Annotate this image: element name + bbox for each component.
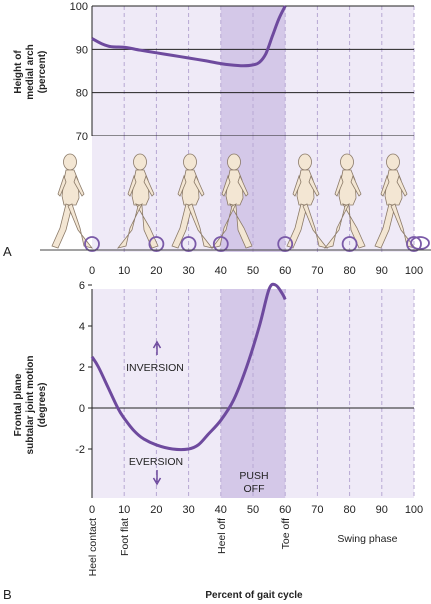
panel-a-grid bbox=[91, 5, 415, 137]
middle-xtick-label: 40 bbox=[215, 265, 227, 277]
panel-a-chart: 100 90 80 70 Height of medial arch (percent… bbox=[13, 1, 415, 143]
middle-xtick-label: 10 bbox=[118, 265, 130, 277]
event-label: Foot flat bbox=[119, 518, 131, 556]
push-off-label-line1: PUSH bbox=[239, 470, 268, 482]
panel-b-xtick-label: 90 bbox=[376, 504, 388, 516]
push-off-label-line2: OFF bbox=[244, 483, 265, 495]
panel-label-a: A bbox=[3, 244, 12, 259]
walking-figure bbox=[51, 153, 94, 249]
panel-b-ytick-label: 4 bbox=[79, 321, 85, 333]
middle-x-ticks: 0 10 20 30 40 50 60 70 80 90 100 bbox=[89, 265, 423, 277]
middle-xtick-label: 90 bbox=[376, 265, 388, 277]
walking-figure bbox=[116, 153, 159, 249]
foot-contact-marker bbox=[406, 236, 422, 252]
panel-b-ylabel-line3: (degrees) bbox=[37, 382, 48, 427]
panel-b-push-off-band bbox=[220, 289, 286, 498]
panel-a-ytick-label: 90 bbox=[76, 44, 88, 56]
middle-xtick-label: 30 bbox=[182, 265, 194, 277]
panel-b-grid bbox=[88, 284, 415, 498]
panel-a-ylabel-line2: medial arch bbox=[25, 44, 36, 100]
panel-a-ylabel-line1: Height of bbox=[13, 50, 24, 94]
foot-contact-marker bbox=[212, 236, 229, 252]
subtalar-motion-curve bbox=[90, 282, 287, 452]
panel-b-ylabel-line1: Frontal plane bbox=[13, 373, 24, 436]
event-label: Toe off bbox=[280, 518, 292, 549]
panel-a-ytick-label: 70 bbox=[76, 131, 88, 143]
panel-b-xtick-label: 100 bbox=[405, 504, 423, 516]
panel-b-ytick-label: -2 bbox=[75, 444, 85, 456]
walking-figure bbox=[323, 153, 366, 249]
x-axis-label: Percent of gait cycle bbox=[205, 590, 303, 601]
foot-contact-marker bbox=[180, 236, 197, 252]
walking-figure bbox=[286, 153, 329, 249]
walking-strip: 0 10 20 30 40 50 60 70 80 90 100 A bbox=[3, 136, 431, 277]
panel-a-ylabel-line3: (percent) bbox=[37, 51, 48, 94]
panel-a-ytick-label: 80 bbox=[76, 88, 88, 100]
middle-xtick-label: 0 bbox=[89, 265, 95, 277]
inversion-arrow-icon bbox=[152, 340, 162, 355]
panel-label-b: B bbox=[3, 587, 12, 602]
panel-a-ytick-label: 100 bbox=[70, 1, 88, 13]
panel-b-y-ticks: 6 4 2 0 -2 bbox=[75, 280, 85, 456]
event-label: Heel off bbox=[216, 518, 228, 554]
event-label: Heel contact bbox=[87, 518, 99, 576]
panel-b-xtick-label: 60 bbox=[279, 504, 291, 516]
panel-b-xtick-label: 40 bbox=[215, 504, 227, 516]
panel-b-xtick-label: 50 bbox=[247, 504, 259, 516]
foot-contact-marker bbox=[341, 236, 358, 252]
panel-b-xtick-label: 80 bbox=[343, 504, 355, 516]
middle-xtick-label: 20 bbox=[150, 265, 162, 277]
panel-b-x-ticks: 0 10 20 30 40 50 60 70 80 90 100 bbox=[89, 504, 423, 516]
panel-a-y-ticks: 100 90 80 70 bbox=[70, 1, 88, 143]
foot-contact-marker bbox=[148, 236, 165, 252]
panel-b-ylabel-line2: subtalar joint motion bbox=[25, 356, 36, 455]
walking-figure bbox=[374, 153, 417, 249]
arch-height-curve bbox=[91, 5, 287, 68]
eversion-arrow-icon bbox=[152, 470, 162, 486]
eversion-label: EVERSION bbox=[129, 456, 183, 468]
panel-b-xtick-label: 0 bbox=[89, 504, 95, 516]
panel-b-ytick-label: 2 bbox=[79, 362, 85, 374]
middle-xtick-label: 80 bbox=[343, 265, 355, 277]
inversion-label: INVERSION bbox=[126, 362, 184, 374]
panel-b-xtick-label: 10 bbox=[118, 504, 130, 516]
foot-contact-marker bbox=[84, 236, 100, 252]
panel-b-xtick-label: 20 bbox=[150, 504, 162, 516]
panel-b-xtick-label: 30 bbox=[182, 504, 194, 516]
foot-contact-marker bbox=[410, 236, 430, 250]
gait-event-labels: Heel contact Foot flat Heel off Toe off Swin… bbox=[87, 518, 398, 576]
panel-b-ytick-label: 6 bbox=[79, 280, 85, 292]
middle-xtick-label: 50 bbox=[247, 265, 259, 277]
foot-contact-marker bbox=[277, 236, 294, 252]
panel-b-ytick-label: 0 bbox=[79, 403, 85, 415]
event-label-swing-phase: Swing phase bbox=[337, 533, 397, 545]
panel-b-xtick-label: 70 bbox=[311, 504, 323, 516]
walking-figure bbox=[171, 153, 214, 249]
walking-figures bbox=[51, 153, 430, 252]
middle-xtick-label: 100 bbox=[405, 265, 423, 277]
middle-xtick-label: 60 bbox=[279, 265, 291, 277]
walking-figure bbox=[210, 153, 253, 249]
middle-xtick-label: 70 bbox=[311, 265, 323, 277]
